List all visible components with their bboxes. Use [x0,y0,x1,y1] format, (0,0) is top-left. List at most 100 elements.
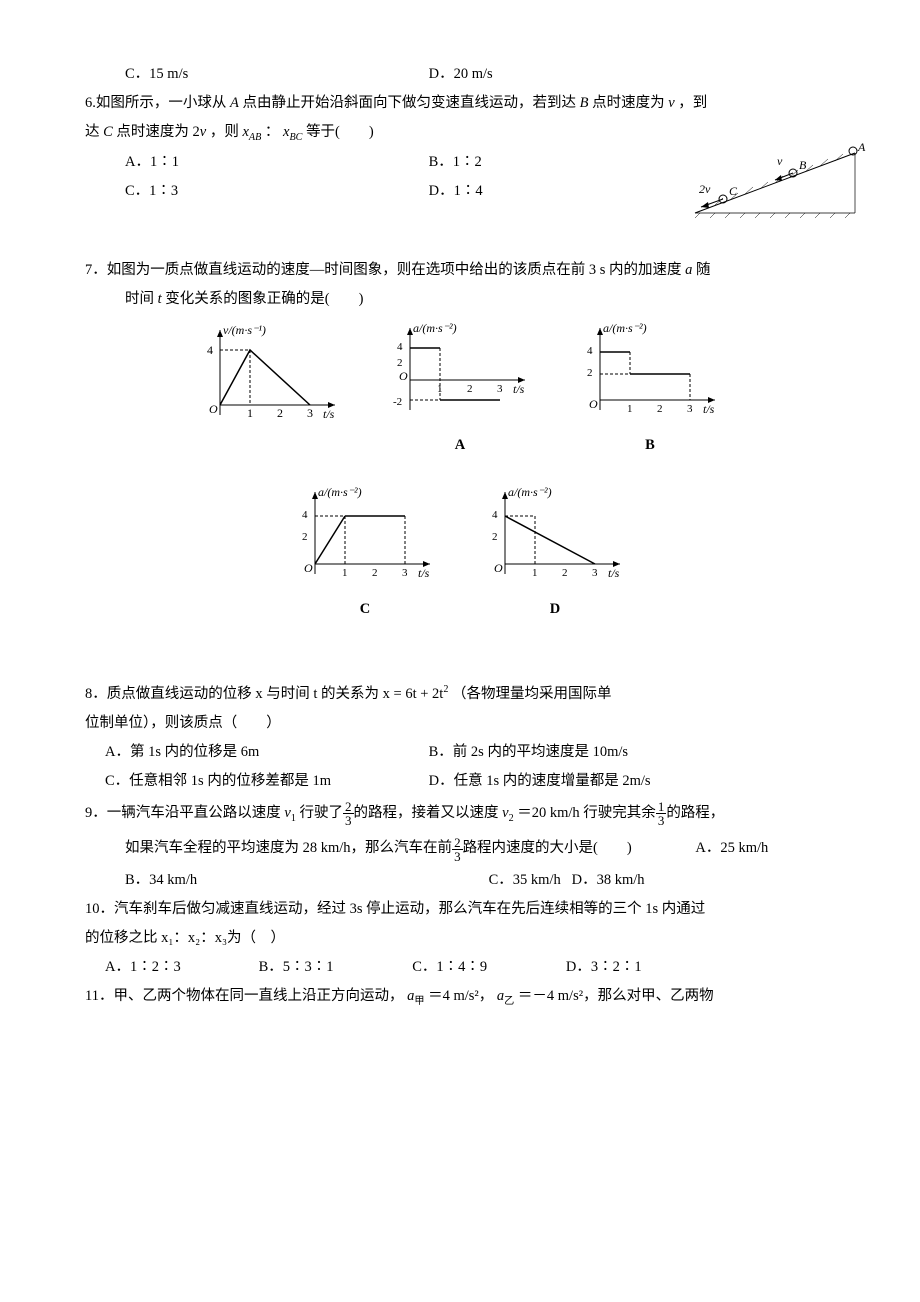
q6-optA: A．1∶1 [125,148,425,177]
q9-optC: C．35 km/h [489,872,561,888]
svg-text:O: O [304,561,313,575]
svg-text:1: 1 [342,567,348,579]
q5-options-cd: C．15 m/s D．20 m/s [85,60,835,89]
q11-t1: 11．甲、乙两个物体在同一直线上沿正方向运动， [85,988,403,1004]
q7-labelD: D [480,595,630,624]
svg-text:t/s: t/s [608,566,620,580]
q7-optD-graph: a/(m·s⁻²) t/s O 4 2 1 2 3 D [480,484,630,624]
svg-text:t/s: t/s [513,382,525,396]
q8-opts-cd: C．任意相邻 1s 内的位移差都是 1m D．任意 1s 内的速度增量都是 2m… [85,767,835,796]
q10-t1: 10．汽车刹车后做匀减速直线运动，经过 3s 停止运动，那么汽车在先后连续相等的… [85,901,705,917]
svg-text:2v: 2v [699,182,711,196]
q9-stem-line2: 如果汽车全程的平均速度为 28 km/h，那么汽车在前23路程内速度的大小是( … [85,831,835,866]
svg-text:O: O [589,397,598,411]
q6-l2d: 等于( ) [306,124,374,140]
q8-t2: （各物理量均采用国际单 [452,686,612,702]
q6-optC: C．1∶3 [125,177,425,206]
svg-text:1: 1 [627,403,633,415]
q8-stem-line1: 8．质点做直线运动的位移 x 与时间 t 的关系为 x = 6t + 2t2 （… [85,680,835,709]
svg-text:2: 2 [587,367,593,379]
svg-text:O: O [399,369,408,383]
svg-text:-2: -2 [393,396,402,408]
q6-B: B [580,95,589,111]
q7-fig-row2: a/(m·s⁻²) t/s O 4 2 1 2 3 C a/(m·s⁻²) t/… [85,484,835,624]
svg-text:O: O [209,402,218,416]
svg-text:t/s: t/s [418,566,430,580]
q6-C: C [103,124,113,140]
q7-t1: 7．如图为一质点做直线运动的速度—时间图象，则在选项中给出的该质点在前 3 s … [85,262,682,278]
svg-text:2: 2 [562,567,568,579]
q6-col: ： [265,124,280,140]
q8-stem-line2: 位制单位），则该质点（ ） [85,709,835,738]
q6-options-block: A．1∶1 B．1∶2 C．1∶3 D．1∶4 [85,148,835,206]
svg-text:4: 4 [587,345,593,357]
q8-t1: 8．质点做直线运动的位移 x 与时间 t 的关系为 x = 6t + 2t [85,686,443,702]
q7-optC-graph: a/(m·s⁻²) t/s O 4 2 1 2 3 C [290,484,440,624]
q11-s1: 甲 [414,996,424,1007]
q10-optA: A．1∶2∶3 [105,953,255,982]
svg-text:2: 2 [492,531,498,543]
svg-text:2: 2 [277,406,283,420]
q6-optB: B．1∶2 [429,154,482,170]
svg-text:4: 4 [207,343,213,357]
q11-stem-line1: 11．甲、乙两个物体在同一直线上沿正方向运动， a甲 ＝4 m/s²， a乙 ＝… [85,982,835,1012]
svg-text:t/s: t/s [703,402,715,416]
q10-optB: B．5∶3∶1 [259,953,409,982]
q11-s2: 乙 [504,996,514,1007]
q9-f2n: 1 [656,800,667,814]
svg-text:2: 2 [302,531,308,543]
q6-stem-line1: 6.如图所示，一小球从 A 点由静止开始沿斜面向下做匀变速直线运动，若到达 B … [85,89,835,118]
q8-opts-ab: A．第 1s 内的位移是 6m B．前 2s 内的平均速度是 10m/s [85,738,835,767]
q9-f2d: 3 [656,814,667,827]
q9-optD: D．38 km/h [572,872,645,888]
q9-f3d: 3 [452,850,463,863]
q9-s2: 2 [509,813,514,824]
q8-optB: B．前 2s 内的平均速度是 10m/s [429,744,628,760]
svg-text:4: 4 [492,509,498,521]
q8-optD: D．任意 1s 内的速度增量都是 2m/s [429,773,651,789]
q8-optC: C．任意相邻 1s 内的位移差都是 1m [105,767,425,796]
q9-f3n: 2 [452,836,463,850]
q10-optC: C．1∶4∶9 [412,953,562,982]
q6-l2b: 点时速度为 2 [116,124,199,140]
svg-text:v/(m·s⁻¹): v/(m·s⁻¹) [223,323,266,337]
q6-v: v [668,95,674,111]
svg-text:a/(m·s⁻²): a/(m·s⁻²) [603,321,647,335]
q5-optD: D．20 m/s [429,66,493,82]
q9-t4: ＝20 km/h 行驶完其余 [517,805,656,821]
q7-vt-graph: v/(m·s⁻¹) t/s O 4 1 2 3 [195,320,345,430]
q9-optA: A．25 km/h [695,840,768,856]
svg-text:1: 1 [437,383,443,395]
q7-fig-row1: v/(m·s⁻¹) t/s O 4 1 2 3 a/(m·s⁻²) t/s O … [85,320,835,460]
q11-e2: ＝－4 m/s²，那么对甲、乙两物 [518,988,714,1004]
q9-f1d: 3 [343,814,354,827]
svg-text:4: 4 [397,341,403,353]
svg-text:2: 2 [397,357,403,369]
q6-bc: BC [289,132,302,143]
q9-t2: 行驶了 [300,805,344,821]
q10-optD: D．3∶2∶1 [566,959,642,975]
q6-t1: 6.如图所示，一小球从 [85,95,226,111]
q9-f1n: 2 [343,800,354,814]
svg-text:a/(m·s⁻²): a/(m·s⁻²) [508,485,552,499]
svg-text:3: 3 [402,567,408,579]
svg-text:1: 1 [532,567,538,579]
svg-text:2: 2 [657,403,663,415]
svg-text:a/(m·s⁻²): a/(m·s⁻²) [413,321,457,335]
q10-opts: A．1∶2∶3 B．5∶3∶1 C．1∶4∶9 D．3∶2∶1 [85,953,835,982]
svg-text:v: v [777,154,783,168]
q8-sq: 2 [443,684,448,695]
svg-text:a/(m·s⁻²): a/(m·s⁻²) [318,485,362,499]
q10-stem-line2: 的位移之比 x₁：x₂：x₃为（ ） [85,924,835,953]
q7-stem-line1: 7．如图为一质点做直线运动的速度—时间图象，则在选项中给出的该质点在前 3 s … [85,256,835,285]
q10-stem-line1: 10．汽车刹车后做匀减速直线运动，经过 3s 停止运动，那么汽车在先后连续相等的… [85,895,835,924]
q6-t3: 点时速度为 [592,95,665,111]
q9-t1: 9．一辆汽车沿平直公路以速度 [85,805,281,821]
q6-A: A [230,95,239,111]
svg-text:3: 3 [687,403,693,415]
svg-text:1: 1 [247,406,253,420]
q7-l2b: 变化关系的图象正确的是( ) [165,291,363,307]
q9-t3: 的路程，接着又以速度 [354,805,499,821]
svg-text:3: 3 [307,406,313,420]
q7-labelC: C [290,595,440,624]
